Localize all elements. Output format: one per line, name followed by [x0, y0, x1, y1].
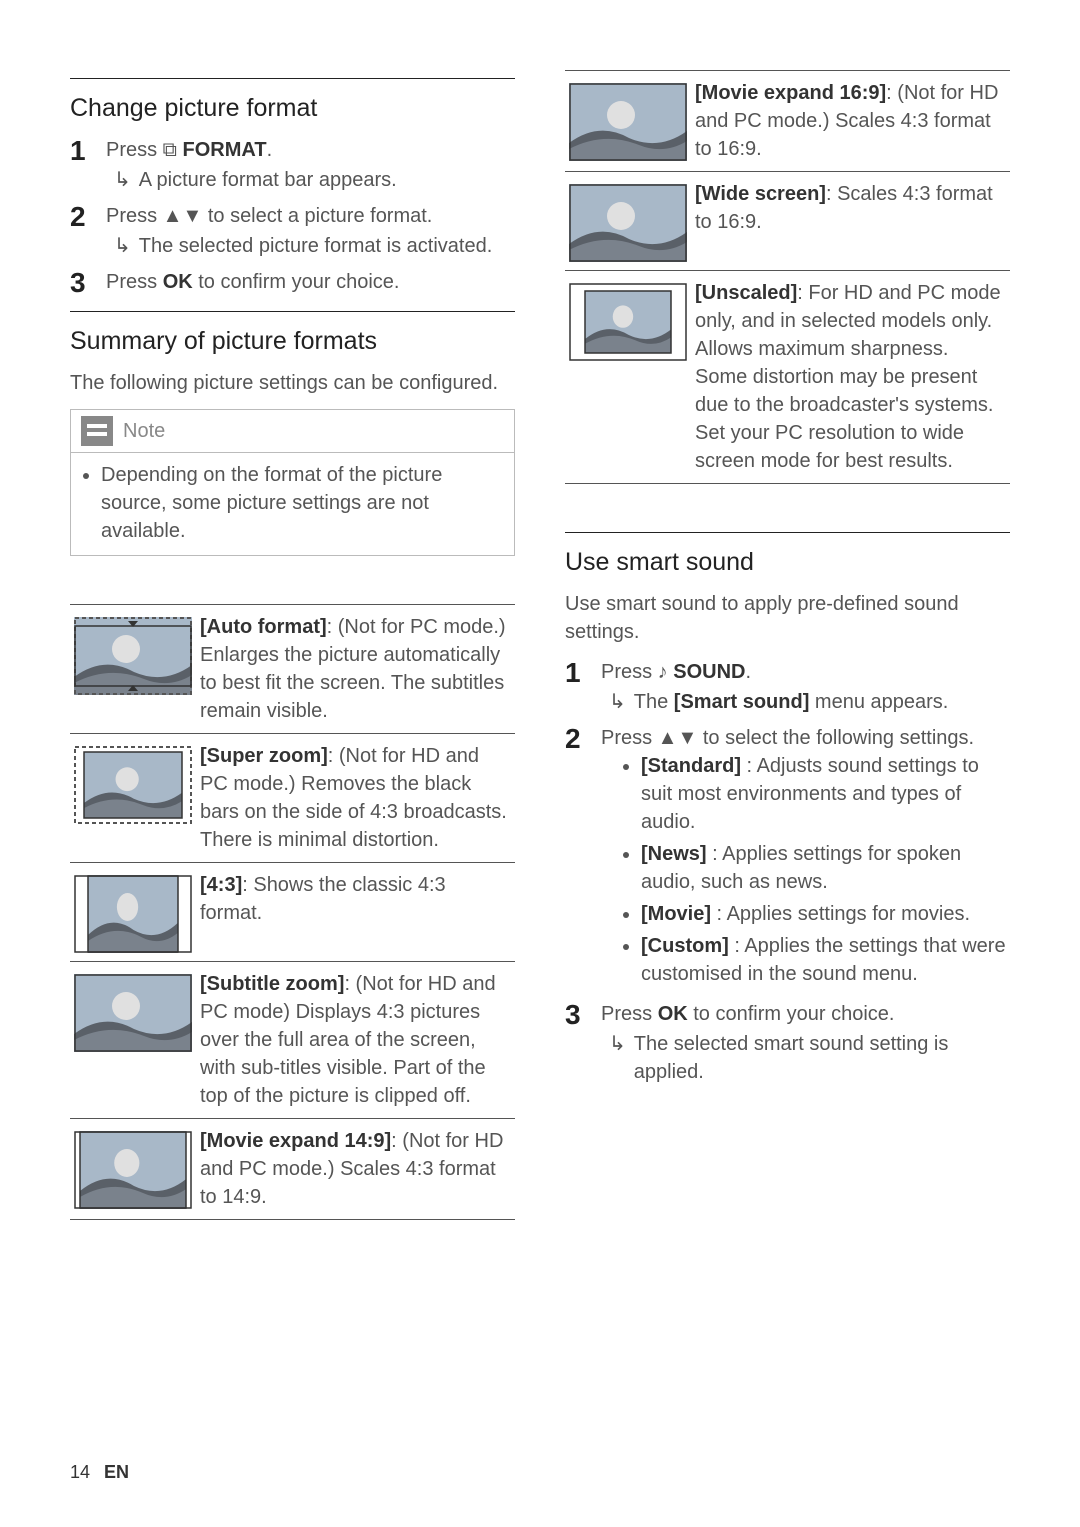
format-thumb [565, 271, 691, 484]
page-footer: 14 EN [70, 1460, 129, 1485]
step-text: Press ▲▼ to select a picture format. [106, 205, 432, 227]
page-lang: EN [104, 1462, 129, 1482]
step-number: 3 [565, 1000, 587, 1086]
note-icon [81, 416, 113, 446]
step-suffix: . [745, 661, 751, 683]
arrow-icon: ↳ [609, 1030, 626, 1086]
step-sub: The selected picture format is activated… [139, 232, 493, 260]
step-suffix: to confirm your choice. [193, 271, 400, 293]
heading-smart-sound: Use smart sound [565, 545, 1010, 580]
steps-change-format: 1 Press ⧉ FORMAT. ↳ A picture format bar … [70, 136, 515, 299]
step-bold: OK [163, 271, 193, 293]
sound-bullet: [Custom] : Applies the settings that wer… [641, 932, 1010, 988]
step-text: Press ♪ [601, 661, 673, 683]
step-number: 2 [70, 202, 92, 260]
step-bold: FORMAT [183, 139, 267, 161]
step-number: 1 [70, 136, 92, 194]
step-sub-bold: [Smart sound] [674, 691, 810, 713]
note-title: Note [123, 417, 165, 445]
step-number: 3 [70, 268, 92, 299]
step-number: 2 [565, 724, 587, 992]
format-thumb [70, 862, 196, 961]
step-sub: The selected smart sound setting is appl… [634, 1030, 1010, 1086]
heading-change-format: Change picture format [70, 91, 515, 126]
step-text: Press ⧉ [106, 139, 183, 161]
smart-sound-para: Use smart sound to apply pre-defined sou… [565, 590, 1010, 646]
format-thumb [70, 961, 196, 1118]
note-box: Note Depending on the format of the pict… [70, 409, 515, 556]
format-desc: [Subtitle zoom]: (Not for HD and PC mode… [196, 961, 515, 1118]
sound-bullet: [Movie] : Applies settings for movies. [641, 900, 1010, 928]
format-thumb [70, 1118, 196, 1219]
format-thumb [565, 172, 691, 271]
format-thumb [70, 733, 196, 862]
format-desc: [Unscaled]: For HD and PC mode only, and… [691, 271, 1010, 484]
format-table-right: [Movie expand 16:9]: (Not for HD and PC … [565, 70, 1010, 484]
step-bold: SOUND [673, 661, 745, 683]
format-table-left: [Auto format]: (Not for PC mode.) Enlarg… [70, 604, 515, 1220]
step-text: Press [601, 1003, 658, 1025]
page-number: 14 [70, 1462, 90, 1482]
format-desc: [4:3]: Shows the classic 4:3 format. [196, 862, 515, 961]
summary-para: The following picture settings can be co… [70, 369, 515, 397]
sound-bullet: [News] : Applies settings for spoken aud… [641, 840, 1010, 896]
arrow-icon: ↳ [609, 688, 626, 716]
format-desc: [Super zoom]: (Not for HD and PC mode.) … [196, 733, 515, 862]
step-suffix: . [267, 139, 273, 161]
step-sub-post: menu appears. [809, 691, 948, 713]
step-sub: A picture format bar appears. [139, 166, 397, 194]
format-thumb [70, 604, 196, 733]
format-desc: [Movie expand 16:9]: (Not for HD and PC … [691, 71, 1010, 172]
step-suffix: to confirm your choice. [688, 1003, 895, 1025]
step-text: Press [106, 271, 163, 293]
sound-bullet: [Standard] : Adjusts sound settings to s… [641, 752, 1010, 836]
step-bold: OK [658, 1003, 688, 1025]
step-number: 1 [565, 658, 587, 716]
step-text: Press ▲▼ to select the following setting… [601, 727, 974, 749]
steps-smart-sound: 1 Press ♪ SOUND. ↳ The [Smart sound] menu… [565, 658, 1010, 1086]
heading-summary: Summary of picture formats [70, 324, 515, 359]
step-sub-pre: The [634, 691, 674, 713]
format-desc: [Wide screen]: Scales 4:3 format to 16:9… [691, 172, 1010, 271]
format-desc: [Movie expand 14:9]: (Not for HD and PC … [196, 1118, 515, 1219]
arrow-icon: ↳ [114, 232, 131, 260]
note-body: Depending on the format of the picture s… [101, 461, 502, 545]
arrow-icon: ↳ [114, 166, 131, 194]
format-desc: [Auto format]: (Not for PC mode.) Enlarg… [196, 604, 515, 733]
format-thumb [565, 71, 691, 172]
